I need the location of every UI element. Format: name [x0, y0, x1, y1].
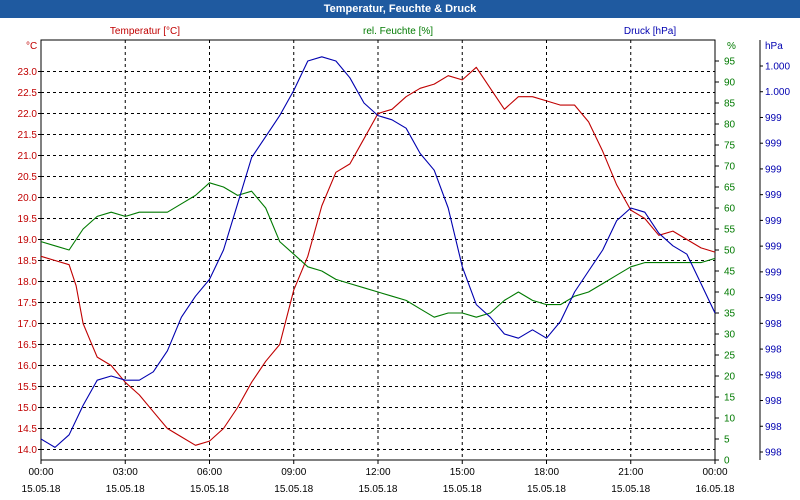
- pressure-tick-label: 998: [765, 319, 782, 330]
- temperature-tick-label: 23.0: [18, 67, 38, 78]
- pressure-tick-label: 998: [765, 448, 782, 459]
- pressure-tick-label: 999: [765, 216, 782, 227]
- humidity-tick-label: 60: [724, 204, 736, 215]
- temperature-tick-label: 16.0: [18, 361, 38, 372]
- chart: 14.0 14.5 15.0 15.5 16.0 16.5 17.0 17.5 18.0 18.5…: [18, 26, 791, 495]
- pressure-tick-label: 1.000: [765, 87, 790, 98]
- temperature-tick-label: 18.0: [18, 277, 38, 288]
- time-tick-label: 09:00: [281, 467, 306, 478]
- temperature-axis: 14.0 14.5 15.0 15.5 16.0 16.5 17.0 17.5 18.0 18.5…: [18, 67, 41, 456]
- time-tick-label: 03:00: [113, 467, 138, 478]
- series-group: [40, 56, 716, 448]
- date-tick-label: 15.05.18: [106, 484, 145, 495]
- temperature-tick-label: 22.5: [18, 88, 38, 99]
- time-tick-label: 00:00: [28, 467, 53, 478]
- date-tick-label: 15.05.18: [611, 484, 650, 495]
- temperature-tick-label: 15.5: [18, 382, 38, 393]
- humidity-tick-label: 95: [724, 57, 736, 68]
- humidity-tick-label: 70: [724, 162, 736, 173]
- temperature-tick-label: 14.0: [18, 445, 38, 456]
- pressure-tick-label: 999: [765, 164, 782, 175]
- humidity-tick-label: 5: [724, 435, 730, 446]
- date-tick-label: 15.05.18: [190, 484, 229, 495]
- pressure-tick-label: 1.000: [765, 62, 790, 73]
- humidity-tick-label: 80: [724, 120, 736, 131]
- time-tick-label: 21:00: [618, 467, 643, 478]
- humidity-tick-label: 50: [724, 246, 736, 257]
- humidity-tick-label: 85: [724, 99, 736, 110]
- pressure-tick-label: 998: [765, 345, 782, 356]
- humidity-tick-label: 0: [724, 456, 730, 467]
- temperature-tick-label: 18.5: [18, 256, 38, 267]
- humidity-unit: %: [727, 41, 736, 52]
- temperature-tick-label: 20.5: [18, 172, 38, 183]
- temperature-tick-label: 22.0: [18, 109, 38, 120]
- temperature-tick-label: 20.0: [18, 193, 38, 204]
- time-tick-label: 00:00: [702, 467, 727, 478]
- temperature-tick-label: 17.5: [18, 298, 38, 309]
- chart-title: Temperatur, Feuchte & Druck: [0, 0, 800, 18]
- date-tick-label: 15.05.18: [443, 484, 482, 495]
- temperature-series-line: [40, 66, 716, 446]
- date-tick-label: 16.05.18: [696, 484, 735, 495]
- humidity-axis-label: rel. Feuchte [%]: [363, 26, 433, 37]
- temperature-unit: °C: [26, 41, 37, 52]
- pressure-tick-label: 999: [765, 293, 782, 304]
- pressure-series-line: [40, 56, 716, 448]
- pressure-tick-label: 998: [765, 370, 782, 381]
- temperature-tick-label: 15.0: [18, 403, 38, 414]
- humidity-tick-label: 35: [724, 309, 736, 320]
- temperature-tick-label: 14.5: [18, 424, 38, 435]
- temperature-tick-label: 21.5: [18, 130, 38, 141]
- pressure-axis: 998 998 998 998 998 998 999 999 999 999 999 999 999 9…: [759, 40, 790, 460]
- humidity-tick-label: 55: [724, 225, 736, 236]
- humidity-tick-label: 15: [724, 393, 736, 404]
- humidity-tick-label: 90: [724, 78, 736, 89]
- pressure-tick-label: 999: [765, 139, 782, 150]
- temperature-tick-label: 19.5: [18, 214, 38, 225]
- temperature-tick-label: 19.0: [18, 235, 38, 246]
- humidity-tick-label: 40: [724, 288, 736, 299]
- time-tick-label: 15:00: [450, 467, 475, 478]
- temperature-axis-label: Temperatur [°C]: [110, 26, 180, 37]
- pressure-tick-label: 999: [765, 113, 782, 124]
- humidity-axis: 0 5 10 15 20 25 30 35 40 45 50 55 60 65 70 75 80 85 90 95: [715, 57, 736, 467]
- date-tick-label: 15.05.18: [22, 484, 61, 495]
- temperature-tick-label: 16.5: [18, 340, 38, 351]
- temperature-tick-label: 21.0: [18, 151, 38, 162]
- humidity-tick-label: 20: [724, 372, 736, 383]
- date-tick-label: 15.05.18: [359, 484, 398, 495]
- time-axis: 00:00 15.05.18 03:00 15.05.18 06:00 15.05.18 0…: [22, 460, 735, 495]
- humidity-tick-label: 65: [724, 183, 736, 194]
- humidity-tick-label: 45: [724, 267, 736, 278]
- pressure-tick-label: 999: [765, 190, 782, 201]
- humidity-series-line: [40, 182, 716, 318]
- temperature-tick-label: 17.0: [18, 319, 38, 330]
- humidity-tick-label: 30: [724, 330, 736, 341]
- time-tick-label: 06:00: [197, 467, 222, 478]
- time-tick-label: 18:00: [534, 467, 559, 478]
- pressure-unit: hPa: [765, 41, 783, 52]
- pressure-tick-label: 998: [765, 422, 782, 433]
- pressure-tick-label: 998: [765, 396, 782, 407]
- time-tick-label: 12:00: [365, 467, 390, 478]
- date-tick-label: 15.05.18: [274, 484, 313, 495]
- humidity-tick-label: 75: [724, 141, 736, 152]
- humidity-tick-label: 10: [724, 414, 736, 425]
- date-tick-label: 15.05.18: [527, 484, 566, 495]
- pressure-axis-label: Druck [hPa]: [624, 26, 676, 37]
- pressure-tick-label: 999: [765, 267, 782, 278]
- grid: [40, 39, 716, 461]
- pressure-tick-label: 999: [765, 242, 782, 253]
- humidity-tick-label: 25: [724, 351, 736, 362]
